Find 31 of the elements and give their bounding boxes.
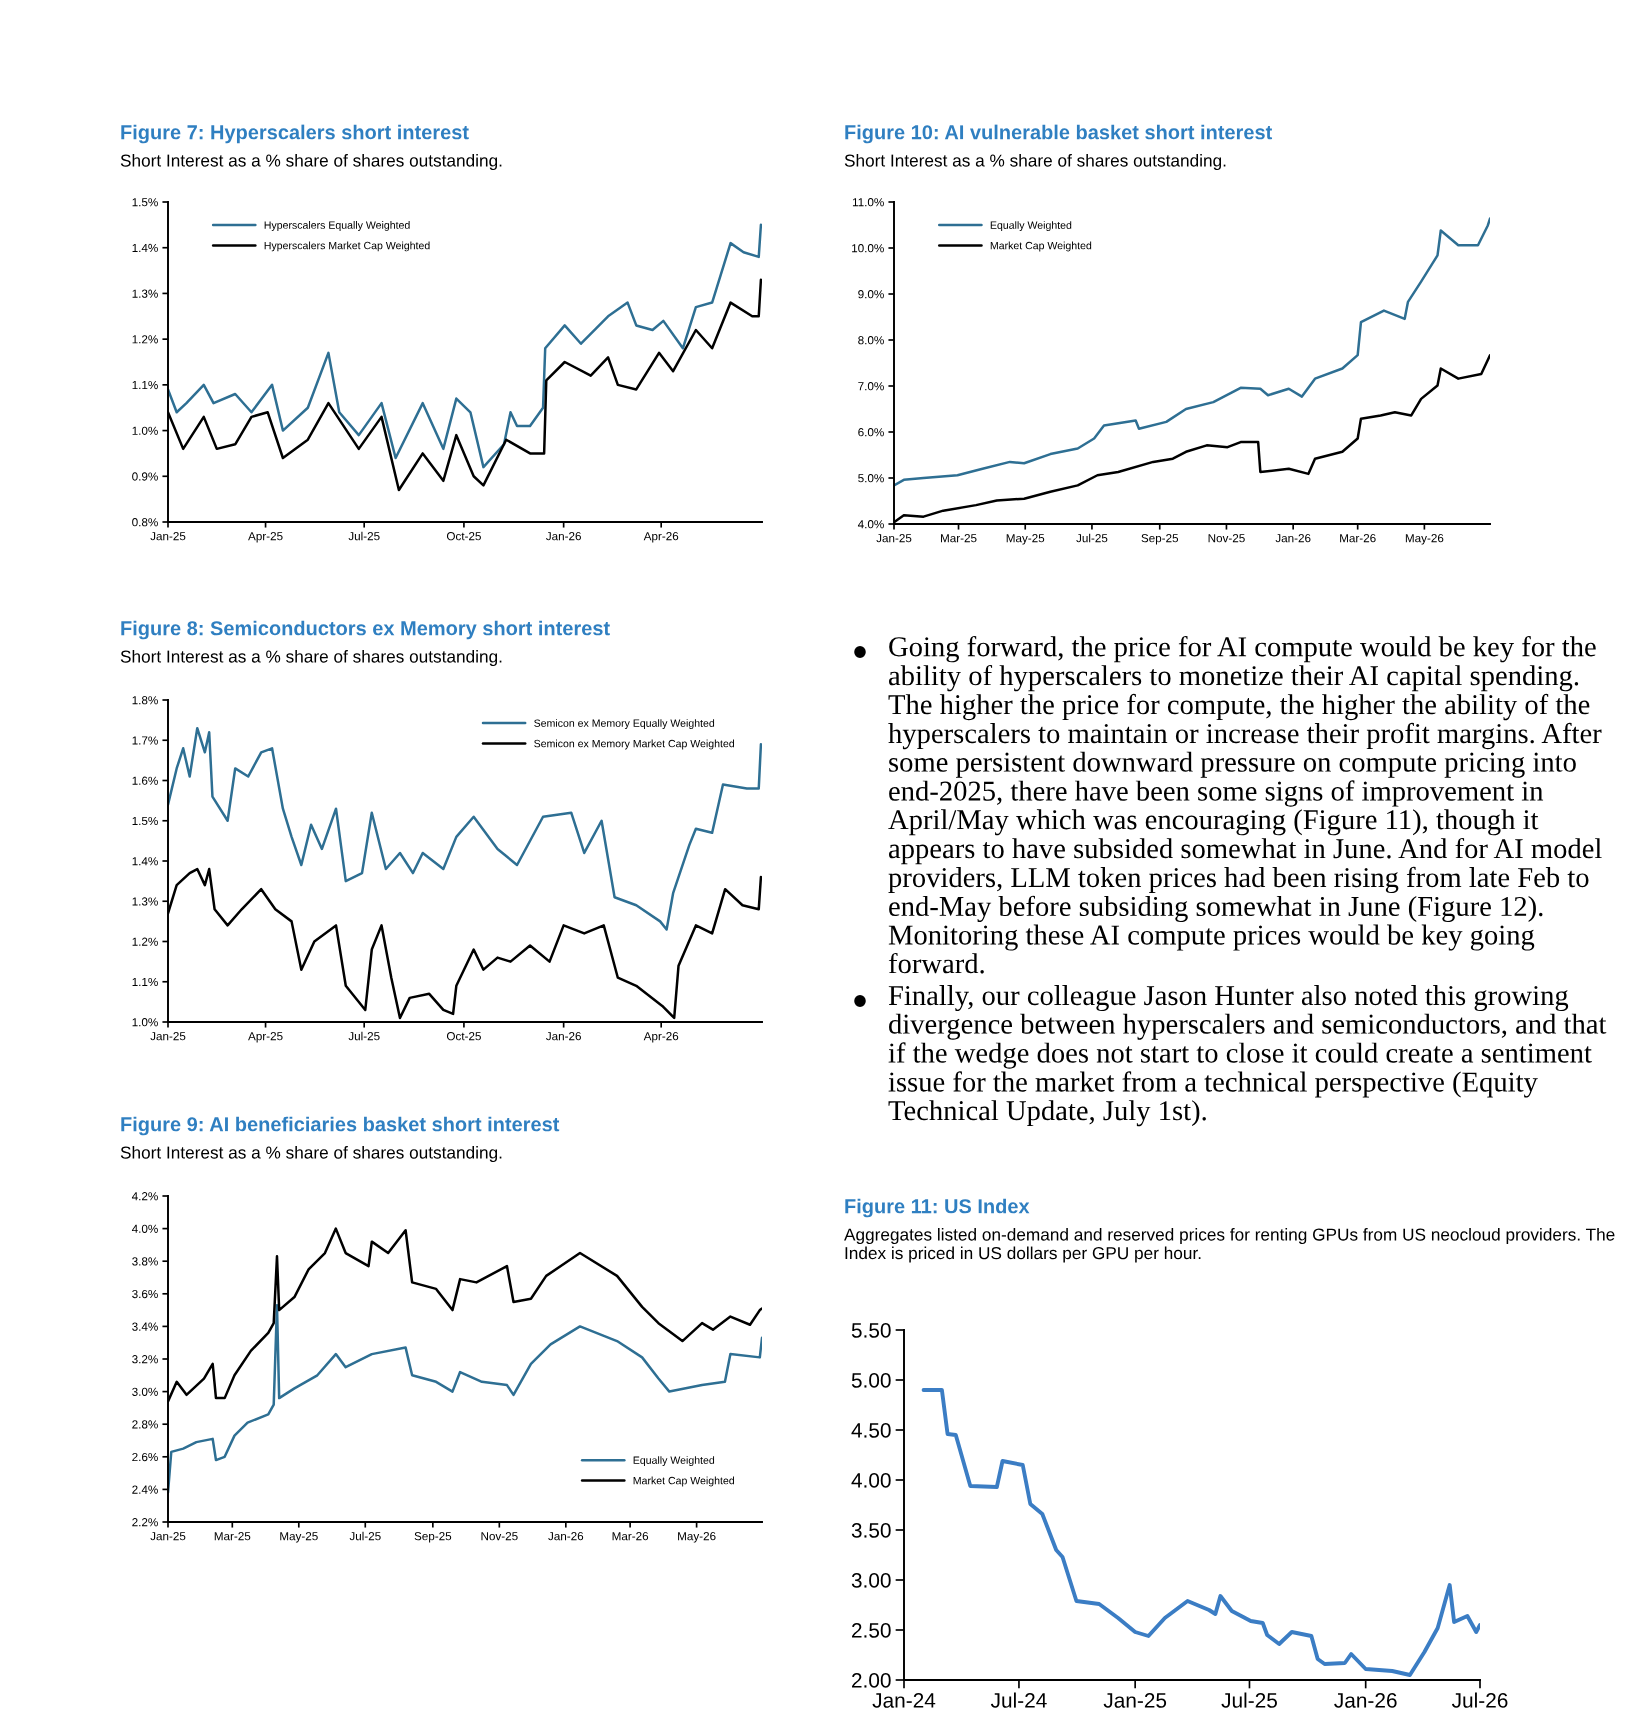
y-tick-label: 4.00 <box>851 1473 891 1488</box>
line-series <box>921 1388 1480 1677</box>
x-tick-label: Jan-24 <box>872 1693 936 1708</box>
chart-subtitle: Aggregates listed on-demand and reserved prices for renting GPUs from US neocloud providers. The Index is priced in US dollars per GPU per hour. <box>844 1228 1615 1263</box>
y-tick-label: 4.50 <box>851 1423 891 1438</box>
y-tick-label: 5.00 <box>851 1373 891 1388</box>
chart-subtitle: Short Interest as a % share of shares outstanding. <box>844 154 1226 171</box>
y-tick-label: 3.00 <box>851 1573 891 1588</box>
chart-subtitle: Short Interest as a % share of shares outstanding. <box>120 1146 502 1163</box>
line-series <box>168 1303 762 1494</box>
line-series <box>168 726 762 931</box>
y-tick-label: 5.50 <box>851 1323 891 1338</box>
x-tick-label: Jul-25 <box>1221 1692 1277 1708</box>
chart-subtitle: Short Interest as a % share of shares outstanding. <box>120 154 502 171</box>
y-tick-label: 3.50 <box>851 1523 891 1538</box>
chart-title: Figure 10: AI vulnerable basket short interest <box>845 124 1273 144</box>
x-tick-label: Jul-24 <box>990 1692 1047 1708</box>
chart-title: Figure 8: Semiconductors ex Memory short interest <box>121 620 610 640</box>
line-series <box>894 217 1490 487</box>
y-tick-label: 2.50 <box>852 1623 891 1638</box>
text: Finally, our colleague Jason Hunter also noted this growing divergence between hyperscalers and semiconductors, and that if the wedge does not start to close it could create a sentiment issue for the market from a technical perspective (Equity Technical Update, July 1st). <box>888 985 1607 1127</box>
chart-title: Figure 11: US Index <box>845 1198 1030 1218</box>
chart-title: Figure 9: AI beneficiaries basket short interest <box>121 1116 560 1136</box>
chart-title: Figure 7: Hyperscalers short interest <box>121 124 469 144</box>
y-tick-label: 2.00 <box>852 1673 891 1688</box>
line-series <box>168 223 762 469</box>
x-tick-label: Jan-25 <box>1103 1693 1167 1708</box>
text: Going forward, the price for AI compute would be key for the ability of hyperscalers to monetize their AI capital spending. The higher the price for compute, the higher the ability of the hyperscalers to maintain or increase their profit margins. After some persistent downward pressure on compute pricing into end-2025, there have been some signs of improvement in April/May which was encouraging (Figure 11), though it appears to have subsided somewhat in June. And for AI model providers, LLM token prices had been rising from late Feb to end-May before subsiding somewhat in June (Figure 12). Monitoring these AI compute prices would be key going forward. <box>888 636 1602 974</box>
x-tick-label: Jan-26 <box>1334 1693 1397 1708</box>
chart-subtitle: Short Interest as a % share of shares outstanding. <box>120 650 502 667</box>
x-tick-label: Jul-26 <box>1451 1692 1508 1708</box>
